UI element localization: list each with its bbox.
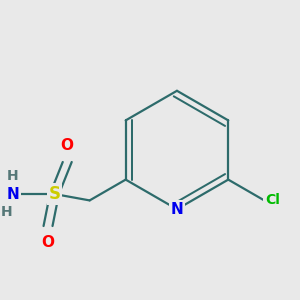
Text: Cl: Cl — [265, 194, 280, 207]
Text: O: O — [41, 235, 55, 250]
Text: S: S — [48, 185, 60, 203]
Text: O: O — [61, 139, 74, 154]
Text: N: N — [171, 202, 183, 217]
Text: H: H — [7, 169, 19, 183]
Text: H: H — [1, 205, 12, 219]
Text: N: N — [6, 187, 19, 202]
